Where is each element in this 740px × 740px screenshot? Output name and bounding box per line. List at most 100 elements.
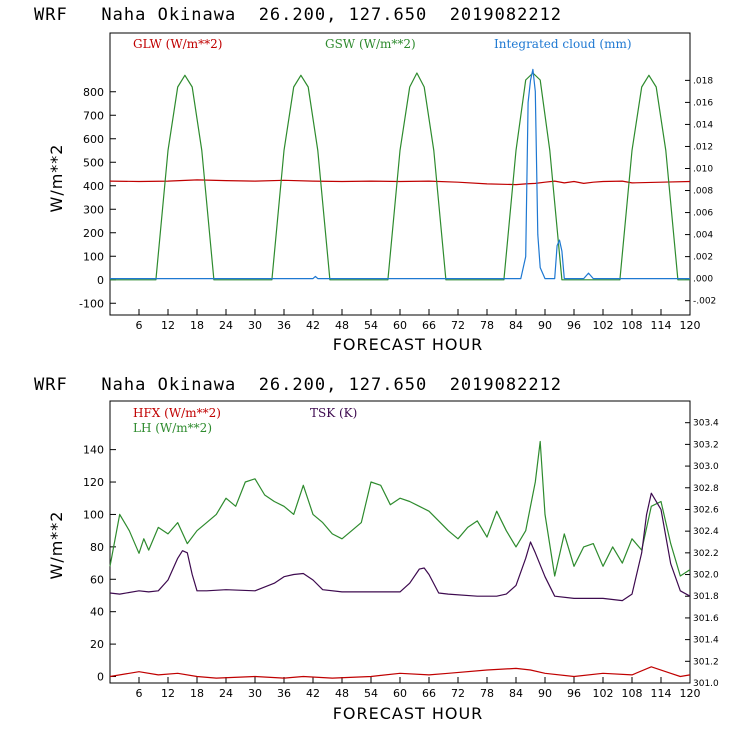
- x-tick-label: 72: [451, 319, 465, 332]
- chart-2-title: WRF Naha Okinawa 26.200, 127.650 2019082…: [34, 375, 562, 395]
- x-tick-label: 60: [393, 319, 407, 332]
- x-tick-label: 114: [651, 687, 672, 700]
- x-tick-label: 96: [567, 687, 581, 700]
- chart-1-y-ticks: -100 0 100 200 300 400 500 600 700 800: [79, 86, 116, 310]
- y-tick-label: 800: [83, 86, 104, 99]
- chart-1-legend-glw: GLW (W/m**2): [133, 37, 222, 51]
- x-tick-label: 90: [538, 319, 552, 332]
- x-tick-label: 108: [622, 687, 643, 700]
- y2-tick-label: .004: [693, 231, 713, 241]
- x-tick-label: 96: [567, 319, 581, 332]
- y-tick-label: 0: [97, 274, 104, 287]
- x-tick-label: 78: [480, 687, 494, 700]
- y2-tick-label: .002: [693, 253, 713, 263]
- y-tick-label: 600: [83, 133, 104, 146]
- chart-2-legend-hfx: HFX (W/m**2): [133, 406, 221, 420]
- x-tick-label: 84: [509, 687, 523, 700]
- y2-tick-label: 302.8: [693, 484, 719, 494]
- y-tick-label: 20: [90, 638, 104, 651]
- chart-2-legend-tsk: TSK (K): [310, 406, 357, 420]
- y2-tick-label: 301.6: [693, 614, 719, 624]
- y2-tick-label: 301.2: [693, 657, 719, 667]
- x-tick-label: 48: [335, 687, 349, 700]
- x-tick-label: 18: [190, 319, 204, 332]
- series-line-glw: [109, 179, 691, 186]
- x-tick-label: 60: [393, 687, 407, 700]
- y2-tick-label: 301.0: [693, 679, 719, 689]
- x-tick-label: 24: [219, 319, 233, 332]
- series-line-hfx: [109, 666, 691, 679]
- x-tick-label: 12: [161, 687, 175, 700]
- y-tick-label: 500: [83, 156, 104, 169]
- x-tick-label: 102: [593, 319, 614, 332]
- x-tick-label: 48: [335, 319, 349, 332]
- chart-1-title: WRF Naha Okinawa 26.200, 127.650 2019082…: [34, 5, 562, 25]
- x-tick-label: 102: [593, 687, 614, 700]
- x-tick-label: 12: [161, 319, 175, 332]
- y2-tick-label: .006: [693, 209, 713, 219]
- y2-tick-label: .016: [693, 98, 713, 108]
- x-tick-label: 72: [451, 687, 465, 700]
- y2-tick-label: -.002: [693, 297, 716, 307]
- x-tick-label: 108: [622, 319, 643, 332]
- y-tick-label: 100: [83, 508, 104, 521]
- x-tick-label: 36: [277, 687, 291, 700]
- chart-2-x-ticks: 6 12 18 24 30 36 42 48 54 60 66 72 78 84 90 96 102 108 114…: [136, 677, 701, 700]
- chart-2-y2-ticks: 301.0 301.2 301.4 301.6 301.8 302.0 302.2 302.4…: [685, 419, 719, 689]
- series-line-integrated: [110, 68, 690, 280]
- x-tick-label: 18: [190, 687, 204, 700]
- y-tick-label: 700: [83, 109, 104, 122]
- y2-tick-label: 303.4: [693, 419, 719, 429]
- x-tick-label: 42: [306, 319, 320, 332]
- x-tick-label: 78: [480, 319, 494, 332]
- y2-tick-label: .008: [693, 187, 713, 197]
- chart-1-xlabel: FORECAST HOUR: [333, 335, 484, 354]
- x-tick-label: 30: [248, 687, 262, 700]
- x-tick-label: 6: [136, 319, 143, 332]
- y2-tick-label: 301.4: [693, 636, 719, 646]
- x-tick-label: 54: [364, 687, 378, 700]
- y-tick-label: 400: [83, 180, 104, 193]
- y-tick-label: 100: [83, 250, 104, 263]
- chart-1-legend-gsw: GSW (W/m**2): [325, 37, 416, 51]
- x-tick-label: 42: [306, 687, 320, 700]
- chart-2-xlabel: FORECAST HOUR: [333, 704, 484, 723]
- x-tick-label: 66: [422, 319, 436, 332]
- y2-tick-label: 302.6: [693, 505, 719, 515]
- y2-tick-label: 303.0: [693, 462, 719, 472]
- y2-tick-label: .000: [693, 275, 713, 285]
- x-tick-label: 114: [651, 319, 672, 332]
- y-tick-label: 120: [83, 476, 104, 489]
- y-tick-label: 300: [83, 203, 104, 216]
- chart-2-ylabel: W/m**2: [47, 511, 66, 580]
- series-line-gsw: [110, 72, 690, 281]
- chart-2-legend-lh: LH (W/m**2): [133, 421, 212, 435]
- y2-tick-label: 303.2: [693, 440, 719, 450]
- x-tick-label: 24: [219, 687, 233, 700]
- x-tick-label: 6: [136, 687, 143, 700]
- chart-1-series: [109, 68, 691, 281]
- chart-2: WRF Naha Okinawa 26.200, 127.650 2019082…: [34, 375, 719, 723]
- x-tick-label: 90: [538, 687, 552, 700]
- y2-tick-label: .010: [693, 164, 713, 174]
- x-tick-label: 84: [509, 319, 523, 332]
- x-tick-label: 66: [422, 687, 436, 700]
- y-tick-label: 140: [83, 444, 104, 457]
- y-tick-label: 80: [90, 541, 104, 554]
- y2-tick-label: 301.8: [693, 592, 719, 602]
- y2-tick-label: 302.4: [693, 527, 719, 537]
- series-line-lh: [109, 440, 691, 577]
- series-line-tsk: [109, 492, 691, 602]
- chart-1-x-ticks: 6 12 18 24 30 36 42 48 54 60 66 72 78 84 90 96 102 108 114…: [136, 309, 701, 332]
- chart-1: WRF Naha Okinawa 26.200, 127.650 2019082…: [34, 5, 716, 354]
- y-tick-label: 40: [90, 606, 104, 619]
- x-tick-label: 36: [277, 319, 291, 332]
- x-tick-label: 54: [364, 319, 378, 332]
- y2-tick-label: .014: [693, 120, 713, 130]
- chart-1-legend-cloud: Integrated cloud (mm): [494, 37, 632, 51]
- y-tick-label: -100: [79, 297, 104, 310]
- chart-2-y-ticks: 0 20 40 60 80 100 120 140: [83, 444, 116, 684]
- y-tick-label: 0: [97, 671, 104, 684]
- x-tick-label: 120: [680, 687, 701, 700]
